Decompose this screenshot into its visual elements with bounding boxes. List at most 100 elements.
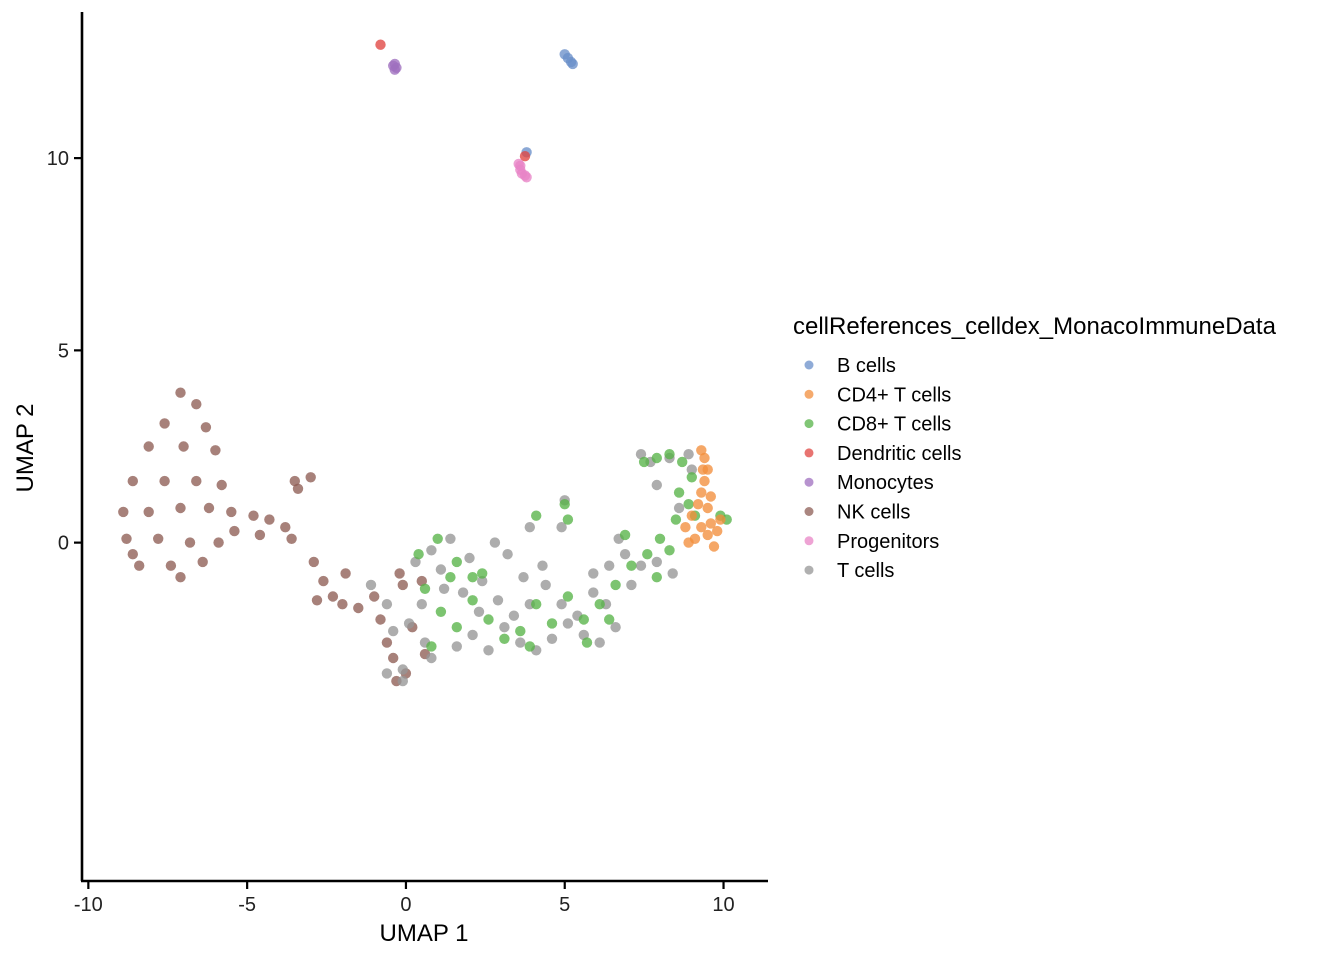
point-nk-cells (397, 579, 408, 591)
point-cd4-t-cells (708, 541, 720, 552)
legend-key (804, 536, 814, 546)
point-dendritic-cells (519, 151, 531, 162)
point-cd8-t-cells (559, 499, 570, 510)
legend-label: Monocytes (837, 472, 934, 494)
point-cd8-t-cells (651, 572, 662, 583)
x-tick-label: 10 (712, 894, 734, 916)
x-ticks: -10 -5 0 5 10 (74, 881, 735, 916)
point-cd8-t-cells (673, 487, 685, 498)
point-cd8-t-cells (432, 533, 443, 544)
point-t-cells (588, 587, 599, 598)
point-t-cells (365, 579, 377, 591)
point-nk-cells (175, 387, 186, 398)
point-t-cells (403, 618, 415, 629)
point-nk-cells (305, 472, 316, 483)
x-tick-label: 0 (400, 894, 411, 916)
point-nk-cells (381, 637, 393, 648)
point-t-cells (381, 668, 393, 679)
point-t-cells (667, 568, 678, 579)
point-t-cells (515, 637, 526, 648)
point-t-cells (673, 502, 685, 514)
legend-item-b-cells: B cells (804, 355, 896, 377)
point-cd8-t-cells (670, 514, 682, 525)
point-cd8-t-cells (467, 595, 478, 606)
point-nk-cells (388, 652, 399, 664)
legend-label: Progenitors (837, 531, 939, 553)
point-nk-cells (159, 418, 170, 429)
point-cd8-t-cells (483, 614, 494, 625)
point-t-cells (518, 572, 529, 583)
legend-item-monocytes: Monocytes (804, 472, 934, 494)
point-t-cells (477, 575, 488, 587)
point-nk-cells (254, 529, 266, 541)
y-tick-label: 0 (58, 533, 69, 555)
point-t-cells (594, 637, 605, 648)
legend-label: Dendritic cells (837, 443, 961, 465)
y-tick-label: 10 (47, 148, 69, 170)
y-axis-title: UMAP 2 (12, 404, 39, 493)
point-t-cells (426, 652, 437, 664)
point-nk-cells (308, 556, 319, 568)
point-nk-cells (318, 575, 329, 587)
x-tick-label: 5 (559, 894, 570, 916)
point-cd8-t-cells (683, 499, 694, 510)
point-cd4-t-cells (699, 475, 710, 487)
point-cd4-t-cells (715, 514, 726, 525)
point-nk-cells (210, 445, 221, 456)
point-nk-cells (134, 560, 145, 571)
point-monocytes (389, 58, 400, 70)
legend-item-progenitors: Progenitors (804, 531, 939, 553)
point-nk-cells (127, 549, 138, 560)
point-nk-cells (191, 399, 202, 410)
legend-item-cd8-t-cells: CD8+ T cells (804, 414, 951, 436)
point-cd8-t-cells (515, 625, 526, 637)
point-cd8-t-cells (499, 633, 510, 644)
legend-items: B cells CD4+ T cells CD8+ T cells Dendritic… (804, 355, 961, 582)
point-t-cells (426, 545, 437, 556)
legend-key (804, 360, 814, 370)
legend-key (804, 477, 814, 487)
legend-label: T cells (837, 560, 894, 582)
point-nk-cells (127, 475, 138, 487)
point-cd8-t-cells (451, 622, 462, 633)
point-cd4-t-cells (699, 452, 710, 464)
point-nk-cells (340, 568, 351, 579)
point-nk-cells (229, 525, 240, 537)
points-layer (118, 39, 732, 687)
point-t-cells (626, 579, 637, 591)
point-cd8-t-cells (413, 549, 424, 560)
point-nk-cells (143, 441, 154, 452)
point-cd8-t-cells (626, 560, 637, 571)
point-t-cells (604, 560, 615, 571)
point-cd8-t-cells (610, 579, 621, 591)
point-t-cells (451, 641, 462, 652)
point-t-cells (556, 522, 567, 533)
point-cd4-t-cells (712, 525, 723, 537)
point-cd4-t-cells (702, 502, 713, 514)
point-t-cells (651, 479, 662, 491)
point-t-cells (416, 599, 427, 610)
series-b-cells (521, 49, 578, 158)
point-progenitors (521, 172, 532, 183)
point-cd8-t-cells (546, 618, 558, 629)
axes: -10 -5 0 5 10 0 5 10 UMAP 1 UMAP 2 (12, 12, 768, 947)
point-nk-cells (375, 614, 386, 625)
point-t-cells (499, 622, 510, 633)
point-nk-cells (184, 537, 196, 548)
point-cd4-t-cells (705, 491, 716, 502)
series-monocytes (388, 58, 402, 75)
legend-label: NK cells (837, 502, 910, 524)
point-progenitors (515, 160, 526, 171)
point-cd8-t-cells (651, 452, 662, 464)
point-t-cells (588, 568, 599, 579)
point-t-cells (556, 599, 567, 610)
point-t-cells (467, 629, 478, 641)
point-nk-cells (286, 533, 297, 544)
x-tick-label: -10 (74, 894, 103, 916)
point-t-cells (508, 610, 520, 621)
point-t-cells (438, 583, 450, 594)
point-cd8-t-cells (578, 614, 589, 625)
point-t-cells (464, 552, 475, 564)
point-nk-cells (248, 510, 259, 521)
